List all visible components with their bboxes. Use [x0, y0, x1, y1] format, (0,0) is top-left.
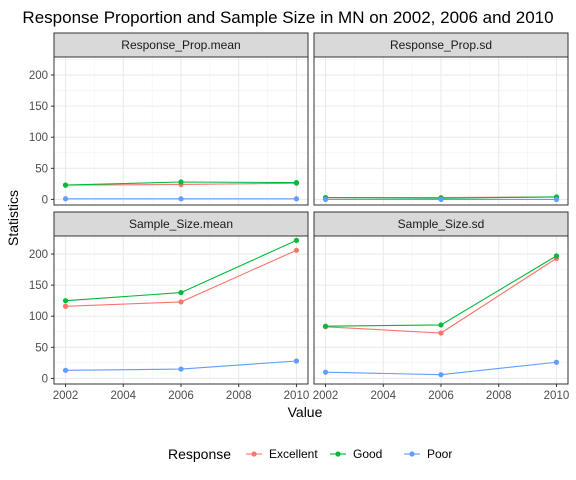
x-tick-label: 2010 [284, 390, 310, 402]
data-point-good [322, 323, 329, 329]
facet-strip-label: Response_Prop.sd [390, 38, 492, 52]
data-point-good [178, 289, 184, 296]
data-point-poor [553, 196, 560, 203]
x-tick-label: 2008 [226, 390, 252, 402]
data-point-good [62, 298, 69, 304]
y-tick-label: 0 [42, 373, 48, 385]
panel-border [313, 235, 569, 385]
data-point-excellent [293, 247, 300, 253]
facet-strip-label: Sample_Size.sd [398, 217, 485, 231]
x-tick-label: 2006 [168, 390, 194, 402]
legend-key-point [251, 451, 257, 457]
legend-key-point [409, 451, 415, 457]
data-point-good [293, 237, 300, 243]
y-tick-label: 100 [29, 132, 48, 144]
data-point-excellent [62, 303, 69, 309]
facet-panel: Response_Prop.mean 0 50 100 150 200 [29, 32, 309, 206]
data-point-poor [62, 367, 69, 373]
y-tick-label: 200 [29, 70, 48, 82]
data-point-excellent [438, 330, 444, 336]
x-tick-label: 2006 [428, 390, 454, 402]
legend-title: Response [168, 446, 231, 462]
x-tick-label: 2002 [53, 390, 79, 402]
data-point-poor [62, 196, 69, 202]
legend: Response Excellent Good Poor [168, 446, 452, 462]
data-point-good [62, 182, 69, 188]
legend-item: Good [330, 447, 382, 461]
data-point-excellent [178, 299, 184, 305]
panel-border [53, 235, 309, 385]
x-axis-title: Value [288, 404, 323, 420]
facet-strip-label: Response_Prop.mean [121, 38, 240, 52]
panel-border [53, 56, 309, 206]
data-point-poor [438, 196, 444, 203]
x-tick-label: 2004 [110, 390, 136, 402]
chart-title: Response Proportion and Sample Size in M… [22, 8, 553, 27]
y-tick-label: 0 [42, 194, 48, 206]
x-tick-label: 2008 [486, 390, 512, 402]
legend-item: Poor [404, 447, 452, 461]
facet-panel: Sample_Size.sd 2002 2004 2006 2008 2010 [313, 211, 570, 402]
data-point-poor [293, 196, 300, 202]
x-tick-label: 2004 [370, 390, 396, 402]
facet-panel: Response_Prop.sd [313, 32, 569, 206]
legend-item: Excellent [246, 447, 318, 461]
facet-panel: Sample_Size.mean 0 50 100 150 200 2002 2004 2006… [29, 211, 310, 402]
data-point-poor [178, 366, 184, 372]
data-point-poor [322, 196, 329, 203]
y-tick-label: 200 [29, 249, 48, 261]
y-tick-label: 150 [29, 280, 48, 292]
legend-key-point [335, 451, 341, 457]
legend-label: Good [353, 447, 382, 461]
y-axis-title: Statistics [5, 190, 21, 246]
data-point-poor [322, 369, 329, 375]
facet-panels: Response_Prop.mean050100150200Response_P… [29, 32, 570, 402]
legend-label: Poor [427, 447, 452, 461]
facet-strip [313, 211, 569, 237]
data-point-poor [178, 196, 184, 202]
data-point-good [293, 180, 300, 186]
data-point-good [178, 179, 184, 185]
y-tick-label: 100 [29, 311, 48, 323]
y-tick-label: 50 [35, 163, 48, 175]
data-point-good [553, 253, 560, 259]
y-tick-label: 50 [35, 342, 48, 354]
data-point-poor [293, 358, 300, 364]
data-point-good [438, 322, 444, 328]
data-point-poor [438, 372, 444, 378]
panel-border [313, 56, 569, 206]
facet-strip [53, 211, 309, 237]
y-tick-label: 150 [29, 101, 48, 113]
facet-strip-label: Sample_Size.mean [129, 217, 233, 231]
data-point-poor [553, 359, 560, 365]
facet-strip [53, 32, 309, 58]
x-tick-label: 2002 [313, 390, 339, 402]
x-tick-label: 2010 [544, 390, 570, 402]
legend-label: Excellent [269, 447, 318, 461]
